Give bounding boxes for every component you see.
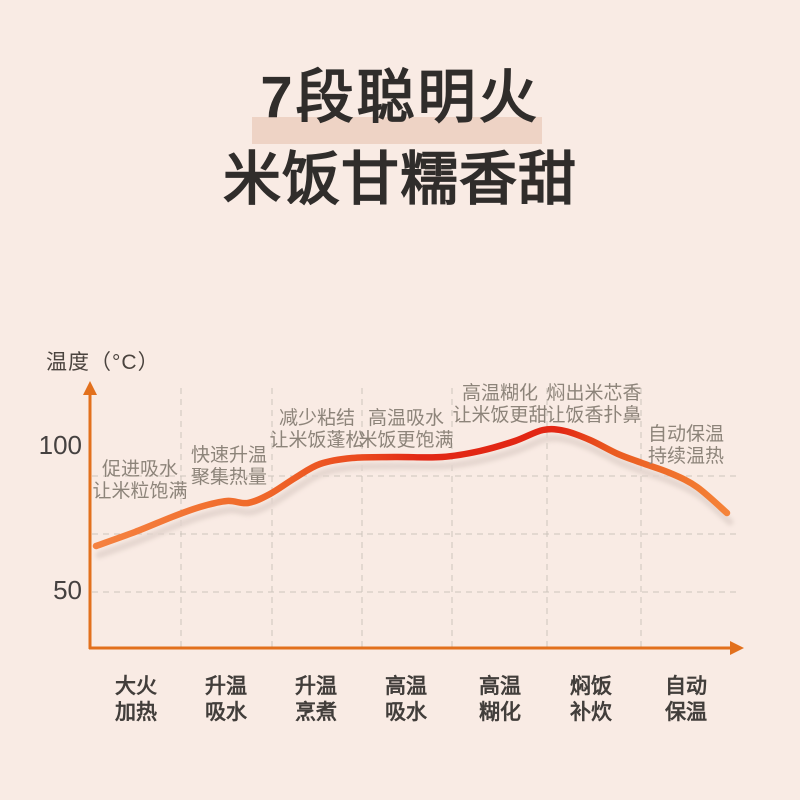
temperature-curve-shadow xyxy=(95,434,734,559)
x-axis-arrow-icon xyxy=(730,641,744,655)
curve-annotation: 焖出米芯香 让饭香扑鼻 xyxy=(546,383,642,426)
curve-annotation: 快速升温 聚集热量 xyxy=(190,445,268,488)
y-tick-label: 50 xyxy=(53,575,82,605)
curve-annotation: 促进吸水 让米粒饱满 xyxy=(92,459,188,502)
x-axis-label: 高温 吸水 xyxy=(385,675,427,724)
curve-annotation: 高温糊化 让米饭更甜 xyxy=(452,383,548,426)
curve-annotation: 自动保温 持续温热 xyxy=(647,424,725,467)
x-axis-label: 高温 糊化 xyxy=(479,675,521,724)
curve-annotation: 减少粘结 让米饭蓬松 xyxy=(269,408,365,451)
title-highlight-bar xyxy=(252,117,542,144)
y-axis-title: 温度（°C） xyxy=(46,351,160,374)
page-subtitle: 米饭甘糯香甜 xyxy=(222,147,577,212)
y-axis-arrow-icon xyxy=(83,381,97,395)
curve-annotation: 高温吸水 米饭更饱满 xyxy=(358,408,454,451)
page-title: 7段聪明火 xyxy=(260,65,540,130)
x-axis-label: 自动 保温 xyxy=(665,675,707,724)
x-axis-label: 大火 加热 xyxy=(115,675,157,724)
y-tick-label: 100 xyxy=(38,430,82,460)
x-axis-label: 焖饭 补炊 xyxy=(570,675,612,724)
x-axis-label: 升温 烹煮 xyxy=(295,675,337,724)
temperature-curve xyxy=(92,425,731,550)
x-axis-label: 升温 吸水 xyxy=(205,675,247,724)
